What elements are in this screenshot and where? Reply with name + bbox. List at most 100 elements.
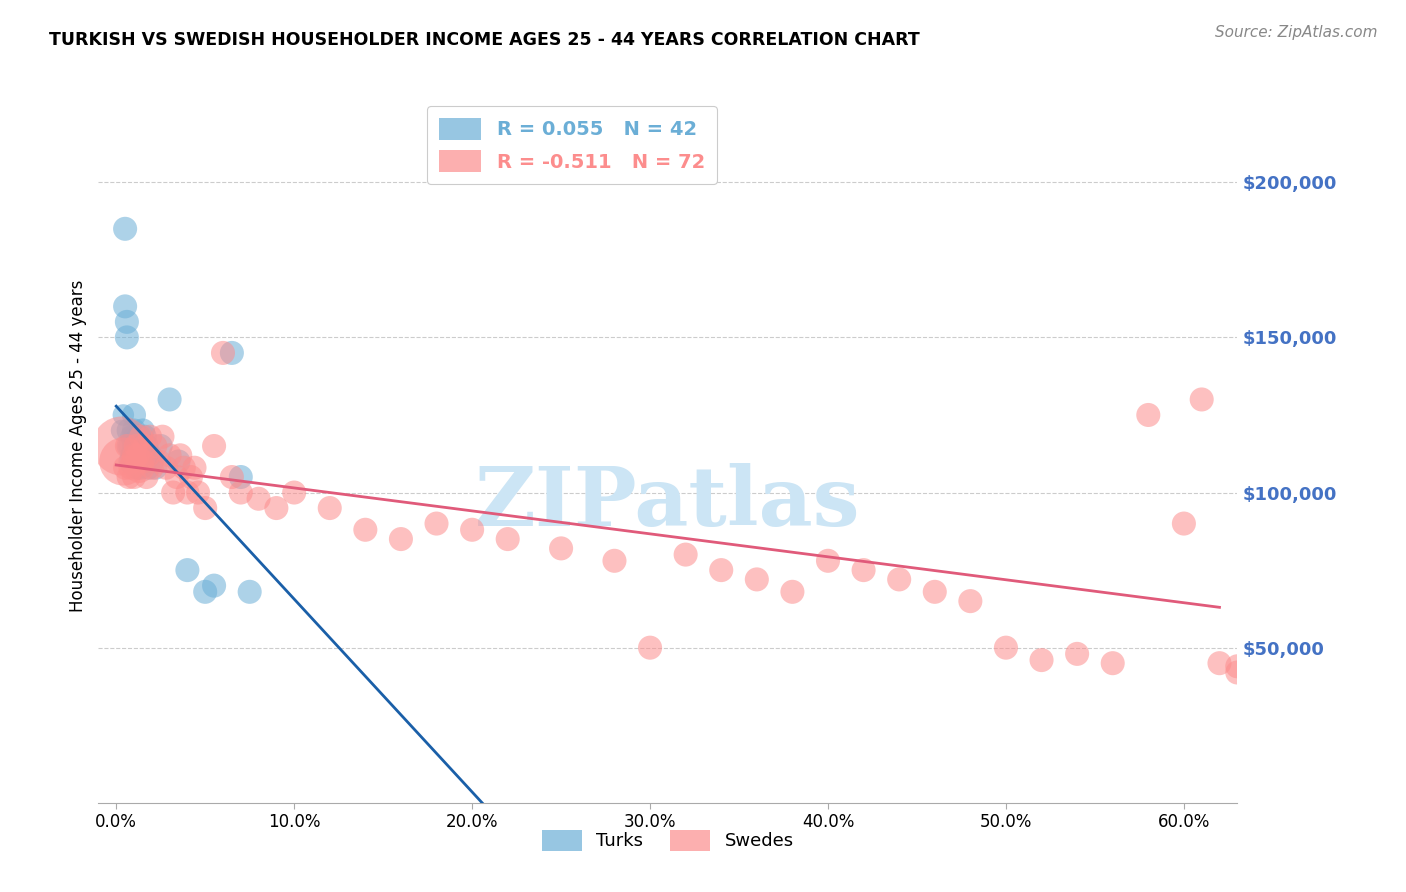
Point	[229, 470, 252, 484]
Point	[132, 448, 155, 462]
Point	[120, 460, 142, 475]
Point	[389, 532, 412, 546]
Point	[122, 470, 145, 484]
Point	[924, 584, 946, 599]
Point	[710, 563, 733, 577]
Point	[121, 454, 143, 468]
Point	[125, 454, 148, 468]
Point	[817, 554, 839, 568]
Point	[1191, 392, 1213, 407]
Point	[121, 448, 143, 462]
Point	[1066, 647, 1088, 661]
Point	[229, 485, 252, 500]
Point	[239, 584, 262, 599]
Point	[136, 448, 159, 462]
Point	[136, 460, 159, 475]
Point	[782, 584, 804, 599]
Point	[134, 454, 156, 468]
Point	[603, 554, 626, 568]
Text: TURKISH VS SWEDISH HOUSEHOLDER INCOME AGES 25 - 44 YEARS CORRELATION CHART: TURKISH VS SWEDISH HOUSEHOLDER INCOME AG…	[49, 31, 920, 49]
Point	[745, 573, 768, 587]
Point	[319, 501, 342, 516]
Point	[1279, 579, 1302, 593]
Point	[202, 439, 225, 453]
Point	[221, 470, 243, 484]
Point	[125, 430, 148, 444]
Point	[125, 439, 148, 453]
Point	[110, 424, 132, 438]
Point	[176, 563, 198, 577]
Point	[114, 299, 136, 313]
Point	[221, 346, 243, 360]
Point	[120, 439, 142, 453]
Point	[461, 523, 484, 537]
Point	[162, 485, 184, 500]
Point	[183, 460, 205, 475]
Point	[127, 460, 149, 475]
Point	[141, 454, 163, 468]
Point	[128, 454, 150, 468]
Point	[354, 523, 377, 537]
Point	[118, 439, 141, 453]
Point	[1137, 408, 1160, 422]
Point	[180, 470, 202, 484]
Point	[1261, 563, 1284, 577]
Point	[187, 485, 209, 500]
Point	[120, 454, 142, 468]
Point	[134, 439, 156, 453]
Point	[139, 448, 162, 462]
Point	[173, 460, 195, 475]
Point	[148, 454, 170, 468]
Point	[1226, 665, 1249, 680]
Point	[425, 516, 447, 531]
Point	[122, 424, 145, 438]
Point	[152, 430, 174, 444]
Point	[159, 392, 181, 407]
Point	[118, 424, 141, 438]
Point	[128, 430, 150, 444]
Point	[128, 460, 150, 475]
Point	[159, 448, 181, 462]
Point	[129, 439, 152, 453]
Legend: Turks, Swedes: Turks, Swedes	[534, 822, 801, 858]
Point	[145, 439, 167, 453]
Point	[1101, 656, 1123, 670]
Point	[121, 430, 143, 444]
Point	[194, 584, 217, 599]
Point	[638, 640, 661, 655]
Point	[149, 439, 172, 453]
Point	[1031, 653, 1053, 667]
Point	[1208, 656, 1230, 670]
Point	[129, 430, 152, 444]
Point	[122, 408, 145, 422]
Point	[212, 346, 235, 360]
Point	[127, 448, 149, 462]
Point	[1173, 516, 1195, 531]
Point	[675, 548, 697, 562]
Point	[115, 439, 138, 453]
Point	[115, 315, 138, 329]
Point	[496, 532, 519, 546]
Point	[550, 541, 572, 556]
Point	[139, 430, 162, 444]
Point	[115, 330, 138, 344]
Point	[1298, 584, 1320, 599]
Point	[202, 579, 225, 593]
Point	[129, 460, 152, 475]
Point	[1226, 659, 1249, 673]
Point	[135, 439, 157, 453]
Point	[110, 439, 132, 453]
Point	[994, 640, 1017, 655]
Point	[959, 594, 981, 608]
Point	[266, 501, 288, 516]
Point	[167, 454, 190, 468]
Point	[889, 573, 911, 587]
Point	[118, 470, 141, 484]
Text: Source: ZipAtlas.com: Source: ZipAtlas.com	[1215, 25, 1378, 40]
Point	[132, 454, 155, 468]
Point	[122, 448, 145, 462]
Point	[155, 460, 177, 475]
Y-axis label: Householder Income Ages 25 - 44 years: Householder Income Ages 25 - 44 years	[69, 280, 87, 612]
Point	[135, 470, 157, 484]
Point	[169, 448, 191, 462]
